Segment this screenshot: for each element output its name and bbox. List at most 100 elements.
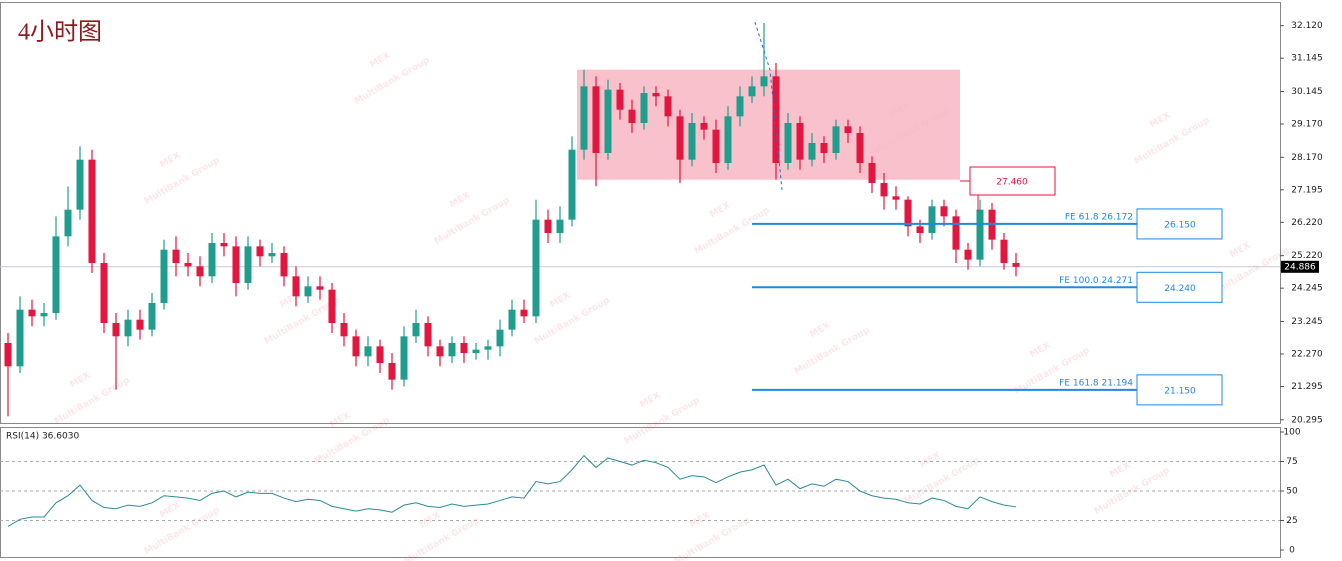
candle-body xyxy=(160,249,168,303)
chart-title: 4小时图 xyxy=(18,19,102,46)
candle-body xyxy=(376,346,384,363)
candle-body xyxy=(196,266,204,277)
y-tick-label: 30.145 xyxy=(1291,87,1323,97)
y-tick-label: 26.220 xyxy=(1291,218,1323,228)
candle-body xyxy=(628,109,636,123)
candle-body xyxy=(136,319,144,330)
candle-body xyxy=(724,116,732,163)
candle-body xyxy=(436,346,444,357)
y-tick-label: 25.220 xyxy=(1291,251,1323,261)
candle-body xyxy=(664,96,672,117)
candle-body xyxy=(508,309,516,330)
candle-body xyxy=(232,246,240,283)
candle-body xyxy=(568,149,576,220)
candle-body xyxy=(172,249,180,263)
price-panel xyxy=(0,2,1281,424)
y-tick-label: 27.195 xyxy=(1291,185,1323,195)
candle-body xyxy=(676,116,684,160)
level-label: FE 100.0 24.271 xyxy=(1059,276,1133,286)
candle-body xyxy=(844,126,852,133)
y-tick-label: 20.295 xyxy=(1291,415,1323,425)
candle-body xyxy=(496,329,504,347)
candle-body xyxy=(100,263,108,323)
rsi-tick-label: 0 xyxy=(1289,546,1295,556)
candle-body xyxy=(268,253,276,257)
candle-body xyxy=(292,276,300,297)
candle-body xyxy=(712,129,720,163)
candle-body xyxy=(796,123,804,160)
candle-body xyxy=(892,196,900,200)
y-tick-label: 31.145 xyxy=(1291,54,1323,64)
candle-body xyxy=(592,86,600,153)
candle-body xyxy=(112,323,120,337)
candle-body xyxy=(700,123,708,130)
target-box xyxy=(1136,271,1223,303)
last-price-label: 24.886 xyxy=(1284,262,1316,272)
candle-body xyxy=(544,219,552,233)
candle-body xyxy=(424,323,432,347)
y-tick-label: 28.170 xyxy=(1291,153,1323,163)
rsi-tick-label: 50 xyxy=(1286,487,1298,497)
candle-body xyxy=(472,349,480,353)
candle-body xyxy=(484,346,492,350)
y-tick-label: 21.295 xyxy=(1291,382,1323,392)
candle-body xyxy=(280,253,288,277)
target-label: 24.240 xyxy=(1164,284,1196,294)
candle-body xyxy=(316,286,324,290)
candle-body xyxy=(388,363,396,380)
candle-body xyxy=(964,249,972,260)
y-tick-label: 29.170 xyxy=(1291,120,1323,130)
candle-body xyxy=(52,236,60,313)
candle-body xyxy=(304,286,312,297)
candle-body xyxy=(448,343,456,357)
candle-body xyxy=(340,323,348,337)
target-label: 21.150 xyxy=(1164,386,1196,396)
target-label: 26.150 xyxy=(1164,220,1196,230)
rsi-line xyxy=(7,454,1017,527)
rsi-label: RSI(14) 36.6030 xyxy=(6,432,79,442)
candle-body xyxy=(76,159,84,210)
candle-body xyxy=(832,126,840,153)
candle-body xyxy=(556,219,564,233)
y-tick-label: 24.245 xyxy=(1291,284,1323,294)
candle-body xyxy=(4,343,12,367)
candle-body xyxy=(820,143,828,153)
target-box xyxy=(1136,208,1223,240)
rsi-tick-label: 25 xyxy=(1286,516,1297,526)
supply-zone xyxy=(577,69,960,180)
resistance-label: 27.460 xyxy=(996,178,1028,188)
level-label: FE 61.8 26.172 xyxy=(1065,212,1133,222)
rsi-tick-label: 75 xyxy=(1286,457,1297,467)
candle-body xyxy=(412,323,420,337)
candle-body xyxy=(640,93,648,123)
candle-body xyxy=(124,319,132,337)
candle-body xyxy=(532,219,540,317)
candle-body xyxy=(808,143,816,160)
y-tick-label: 23.245 xyxy=(1291,317,1323,327)
y-tick-label: 22.270 xyxy=(1291,350,1323,360)
candle-body xyxy=(976,209,984,260)
candle-body xyxy=(772,76,780,163)
annotations: 24.886 27.460 FE 61.8 26.172 26.150 FE 100.0… xyxy=(7,21,1319,527)
candle-body xyxy=(220,243,228,247)
candle-body xyxy=(352,336,360,357)
resistance-box xyxy=(969,166,1056,196)
candle-body xyxy=(400,336,408,380)
trend-line xyxy=(754,21,783,191)
candle-body xyxy=(868,163,876,183)
candle-body xyxy=(784,123,792,163)
y-tick-label: 32.120 xyxy=(1291,21,1323,31)
candle-body xyxy=(652,93,660,97)
candle-body xyxy=(916,226,924,233)
candle-body xyxy=(1000,239,1008,263)
candle-body xyxy=(736,96,744,117)
candle-body xyxy=(40,313,48,317)
candle-body xyxy=(748,86,756,97)
candle-body xyxy=(64,209,72,237)
candle-body xyxy=(364,346,372,357)
zone-layer xyxy=(577,69,960,180)
candle-body xyxy=(256,246,264,257)
candle-body xyxy=(880,183,888,197)
candle-body xyxy=(616,89,624,110)
candle-body xyxy=(184,263,192,267)
